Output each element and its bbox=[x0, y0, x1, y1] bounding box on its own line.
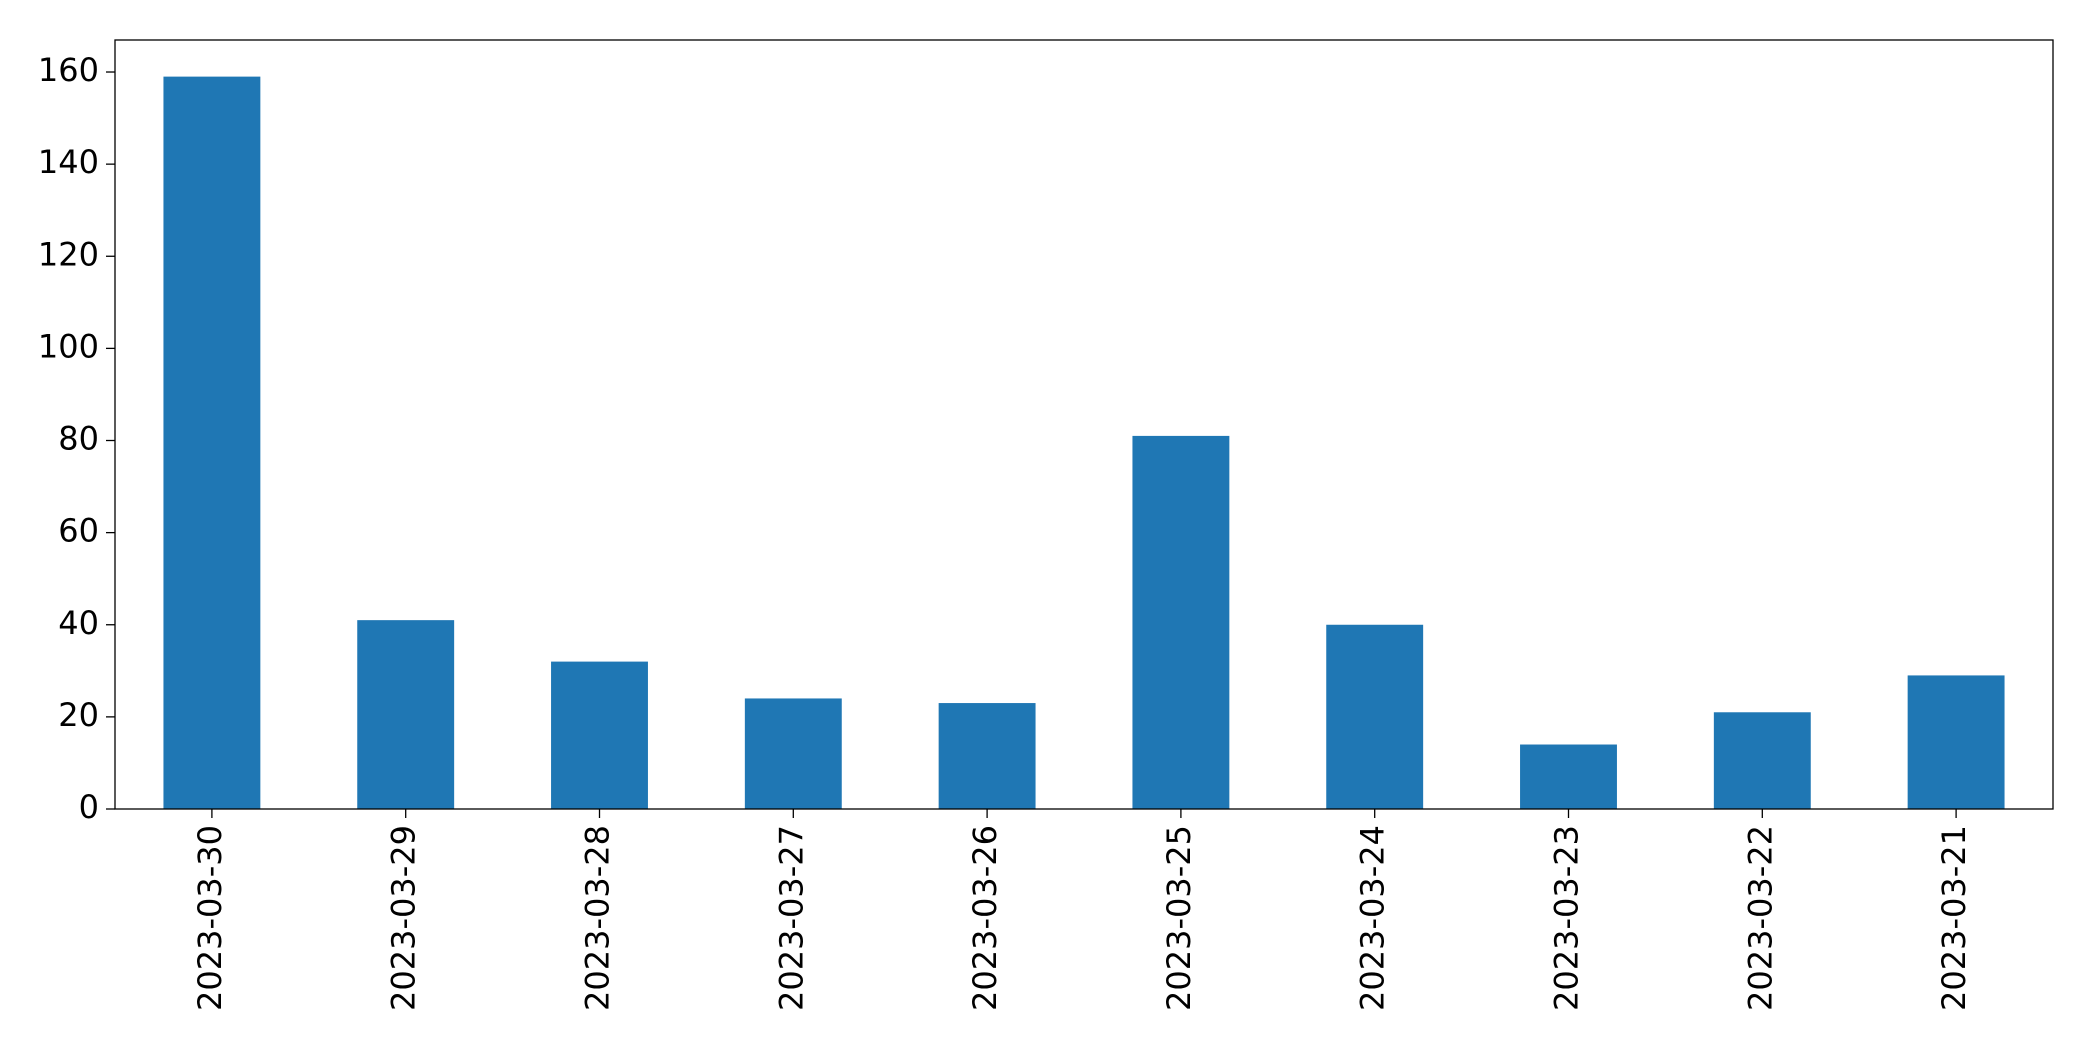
x-tick-label: 2023-03-21 bbox=[1935, 825, 1973, 1011]
bar bbox=[1907, 675, 2005, 809]
x-tick-label: 2023-03-27 bbox=[772, 825, 810, 1011]
y-tick-label: 80 bbox=[58, 420, 99, 458]
y-tick-label: 140 bbox=[38, 143, 99, 181]
x-tick-label: 2023-03-30 bbox=[191, 825, 229, 1011]
plot-frame bbox=[114, 39, 2054, 810]
bar bbox=[357, 620, 455, 809]
bar bbox=[1132, 435, 1230, 809]
y-tick-label: 120 bbox=[38, 235, 99, 273]
x-tick-label: 2023-03-22 bbox=[1741, 825, 1779, 1011]
y-tick-label: 160 bbox=[38, 51, 99, 89]
y-tick-label: 20 bbox=[58, 696, 99, 734]
y-tick-label: 40 bbox=[58, 604, 99, 642]
bar bbox=[1713, 712, 1811, 809]
bar bbox=[1520, 744, 1617, 809]
bar bbox=[551, 661, 648, 809]
y-tick-label: 100 bbox=[38, 327, 99, 365]
bar bbox=[938, 703, 1036, 809]
y-tick-label: 0 bbox=[79, 788, 99, 826]
x-tick-label: 2023-03-26 bbox=[966, 825, 1004, 1011]
y-tick-label: 60 bbox=[58, 512, 99, 550]
x-tick-label: 2023-03-23 bbox=[1548, 825, 1586, 1011]
bar bbox=[744, 698, 842, 809]
x-tick-label: 2023-03-25 bbox=[1160, 825, 1198, 1011]
bar bbox=[163, 76, 261, 810]
bar bbox=[1326, 624, 1424, 809]
x-tick-label: 2023-03-24 bbox=[1354, 825, 1392, 1011]
x-tick-label: 2023-03-28 bbox=[579, 825, 617, 1011]
x-tick-label: 2023-03-29 bbox=[385, 825, 423, 1011]
